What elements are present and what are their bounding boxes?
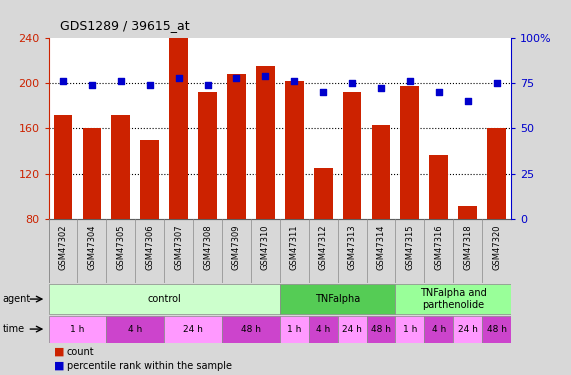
Text: GSM47305: GSM47305 (116, 225, 125, 270)
Bar (54, 115, 73, 219)
Text: 1 h: 1 h (70, 325, 85, 334)
Text: ■: ■ (54, 361, 65, 370)
Point (376, 86, 385, 92)
Text: GSM47309: GSM47309 (232, 225, 241, 270)
Bar (164, 316, 222, 343)
Point (289, 78, 299, 84)
Bar (140, 140, 159, 219)
Text: GSM47311: GSM47311 (289, 225, 299, 270)
Point (492, 80, 501, 86)
Point (58, 78, 67, 84)
Text: GSM47316: GSM47316 (435, 225, 443, 270)
Text: count: count (67, 346, 94, 357)
Bar (367, 316, 395, 343)
Text: TNFalpha: TNFalpha (315, 294, 360, 304)
Text: TNFalpha and
parthenolide: TNFalpha and parthenolide (420, 288, 486, 310)
Text: 48 h: 48 h (241, 325, 261, 334)
Text: 4 h: 4 h (316, 325, 330, 334)
Text: GSM47314: GSM47314 (376, 225, 385, 270)
Bar (343, 92, 361, 219)
Text: GSM47313: GSM47313 (348, 225, 356, 270)
Text: percentile rank within the sample: percentile rank within the sample (67, 361, 232, 370)
Bar (280, 316, 309, 343)
Text: GSM47318: GSM47318 (463, 225, 472, 270)
Bar (49, 284, 280, 314)
Point (116, 78, 126, 84)
Bar (256, 66, 275, 219)
Bar (337, 316, 367, 343)
Bar (400, 86, 419, 219)
Bar (372, 125, 391, 219)
Point (174, 75, 183, 81)
Text: ■: ■ (54, 346, 65, 357)
Bar (280, 284, 395, 314)
Text: 48 h: 48 h (486, 325, 506, 334)
Text: GSM47320: GSM47320 (492, 225, 501, 270)
Text: GDS1289 / 39615_at: GDS1289 / 39615_at (60, 19, 190, 32)
Point (434, 89, 443, 95)
Bar (222, 316, 280, 343)
Bar (453, 316, 482, 343)
Text: GSM47315: GSM47315 (405, 225, 415, 270)
Point (203, 82, 212, 88)
Point (405, 78, 415, 84)
Text: GSM47312: GSM47312 (319, 225, 328, 270)
Bar (309, 316, 337, 343)
Bar (395, 316, 424, 343)
Text: 1 h: 1 h (403, 325, 417, 334)
Point (261, 73, 270, 79)
Bar (106, 316, 164, 343)
Text: 24 h: 24 h (342, 325, 362, 334)
Text: 48 h: 48 h (371, 325, 391, 334)
Point (145, 82, 154, 88)
Bar (487, 128, 506, 219)
Text: GSM47302: GSM47302 (58, 225, 67, 270)
Point (463, 98, 472, 104)
Text: GSM47308: GSM47308 (203, 225, 212, 270)
Text: GSM47310: GSM47310 (261, 225, 270, 270)
Text: time: time (3, 324, 25, 334)
Text: GSM47304: GSM47304 (87, 225, 96, 270)
Bar (429, 154, 448, 219)
Point (87, 82, 96, 88)
Text: 4 h: 4 h (128, 325, 142, 334)
Bar (82, 128, 101, 219)
Point (232, 75, 241, 81)
Bar (285, 81, 304, 219)
Bar (227, 74, 246, 219)
Bar (49, 316, 106, 343)
Point (319, 89, 328, 95)
Text: 1 h: 1 h (287, 325, 301, 334)
Bar (459, 206, 477, 219)
Point (348, 80, 357, 86)
Bar (313, 168, 332, 219)
Text: 24 h: 24 h (458, 325, 477, 334)
Bar (482, 316, 511, 343)
Text: 24 h: 24 h (183, 325, 203, 334)
Bar (424, 316, 453, 343)
Bar (395, 284, 511, 314)
Text: GSM47306: GSM47306 (145, 225, 154, 270)
Text: agent: agent (3, 294, 31, 304)
Text: 4 h: 4 h (432, 325, 446, 334)
Bar (169, 38, 188, 219)
Bar (198, 92, 217, 219)
Text: control: control (147, 294, 181, 304)
Bar (111, 115, 130, 219)
Text: GSM47307: GSM47307 (174, 225, 183, 270)
